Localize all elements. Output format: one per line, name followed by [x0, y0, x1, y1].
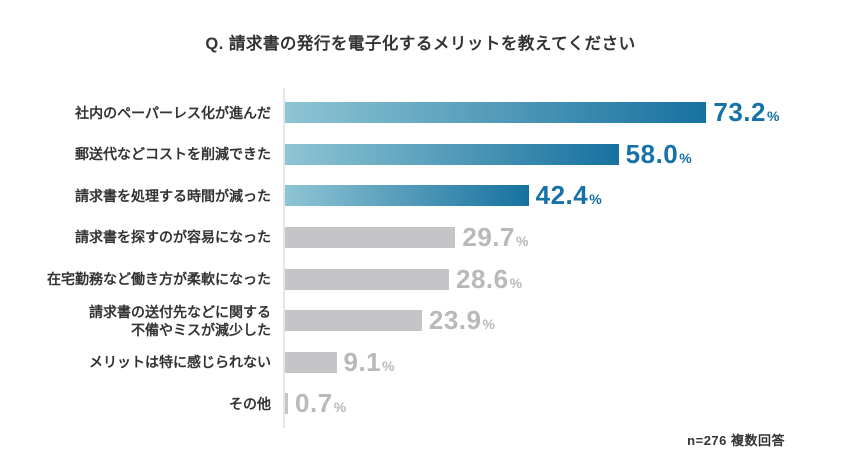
- category-label: 請求書の送付先などに関する 不備やミスが減少した: [89, 303, 271, 338]
- bar-value: 0.7 %: [295, 388, 346, 419]
- chart-title: Q. 請求書の発行を電子化するメリットを教えてください: [205, 35, 636, 53]
- bar-value: 58.0 %: [626, 139, 692, 170]
- bar-value: 28.6 %: [456, 264, 522, 295]
- bar-value-unit: %: [509, 274, 523, 291]
- category-label: 請求書を探すのが容易になった: [75, 229, 271, 246]
- category-label: 郵送代などコストを削減できた: [75, 146, 271, 163]
- bar: [284, 393, 289, 415]
- bar-row: 請求書を探すのが容易になった 29.7 %: [20, 217, 831, 259]
- bar: [284, 185, 529, 207]
- bar-value: 29.7 %: [462, 222, 528, 253]
- bar-value-unit: %: [515, 233, 529, 250]
- bar-value-number: 58.0: [625, 138, 679, 169]
- bar-value-unit: %: [382, 357, 395, 374]
- bar-value-number: 73.2: [713, 97, 766, 128]
- bar-value-number: 0.7: [295, 388, 333, 419]
- baseline-axis: [283, 88, 285, 428]
- bar-value: 9.1 %: [344, 347, 395, 378]
- bar-area: 73.2 %: [284, 97, 831, 128]
- bar-row: その他 0.7 %: [20, 383, 831, 425]
- bar-value-number: 23.9: [428, 305, 482, 336]
- bar-row: メリットは特に感じられない 9.1 %: [20, 342, 831, 384]
- bar-row: 郵送代などコストを削減できた 58.0 %: [20, 134, 831, 176]
- bar: [284, 310, 422, 332]
- bar-row: 社内のペーパーレス化が進んだ 73.2 %: [20, 92, 831, 134]
- bar-area: 42.4 %: [284, 180, 831, 211]
- bar: [284, 102, 707, 124]
- bar-area: 29.7 %: [284, 222, 831, 253]
- bar-value: 42.4 %: [536, 180, 602, 211]
- category-label: 請求書を処理する時間が減った: [75, 187, 271, 204]
- bar-row: 請求書を処理する時間が減った 42.4 %: [20, 175, 831, 217]
- bar: [284, 268, 450, 290]
- sample-size-note: n=276 複数回答: [687, 433, 785, 448]
- bar-value-number: 29.7: [462, 222, 515, 253]
- bar-value-number: 42.4: [535, 180, 589, 211]
- bar-value-unit: %: [333, 399, 347, 416]
- bar-value: 23.9 %: [429, 305, 495, 336]
- bar-value-number: 9.1: [343, 346, 382, 377]
- bar: [284, 351, 337, 373]
- bar-area: 28.6 %: [284, 264, 831, 295]
- bar: [284, 143, 619, 165]
- bar-value-unit: %: [679, 149, 692, 166]
- bar-value-unit: %: [589, 191, 602, 208]
- bar-row: 在宅勤務など働き方が柔軟になった 28.6 %: [20, 258, 831, 300]
- bar-value-number: 28.6: [456, 263, 509, 294]
- category-label: 在宅勤務など働き方が柔軟になった: [47, 271, 271, 288]
- bar-rows: 社内のペーパーレス化が進んだ 73.2 % 郵送代などコストを削減できた 58.…: [20, 92, 831, 425]
- category-label: 社内のペーパーレス化が進んだ: [75, 104, 271, 121]
- category-label: メリットは特に感じられない: [89, 354, 271, 371]
- bar-value-unit: %: [482, 316, 495, 333]
- bar-area: 0.7 %: [284, 388, 831, 419]
- bar-value-unit: %: [766, 108, 780, 125]
- category-label: その他: [229, 395, 271, 412]
- bar-chart: 社内のペーパーレス化が進んだ 73.2 % 郵送代などコストを削減できた 58.…: [20, 88, 831, 428]
- bar: [284, 227, 456, 249]
- bar-row: 請求書の送付先などに関する 不備やミスが減少した 23.9 %: [20, 300, 831, 342]
- bar-value: 73.2 %: [713, 97, 779, 128]
- bar-area: 23.9 %: [284, 305, 831, 336]
- bar-area: 9.1 %: [284, 347, 831, 378]
- bar-area: 58.0 %: [284, 139, 831, 170]
